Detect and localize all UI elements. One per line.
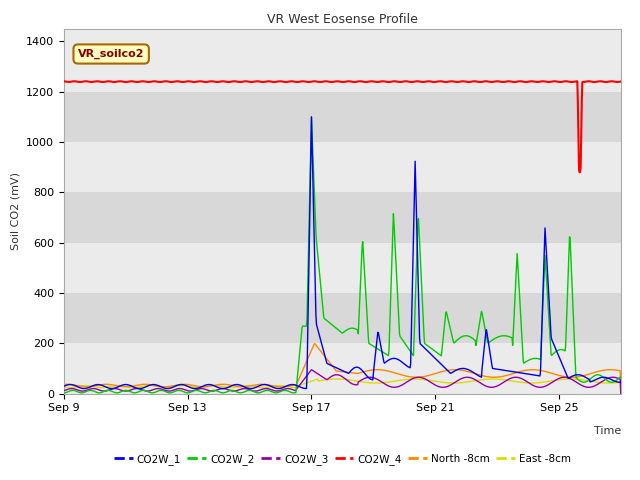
Text: VR_soilco2: VR_soilco2 (78, 49, 145, 59)
Legend: CO2W_1, CO2W_2, CO2W_3, CO2W_4, North -8cm, East -8cm: CO2W_1, CO2W_2, CO2W_3, CO2W_4, North -8… (109, 450, 575, 469)
Y-axis label: Soil CO2 (mV): Soil CO2 (mV) (11, 172, 20, 250)
Bar (64, 41, 621, 92)
Text: Time: Time (593, 426, 621, 436)
Bar (64, 343, 621, 394)
Bar (64, 243, 621, 293)
Bar (64, 192, 621, 243)
Bar (64, 142, 621, 192)
Bar (64, 92, 621, 142)
Title: VR West Eosense Profile: VR West Eosense Profile (267, 13, 418, 26)
Bar (64, 293, 621, 343)
